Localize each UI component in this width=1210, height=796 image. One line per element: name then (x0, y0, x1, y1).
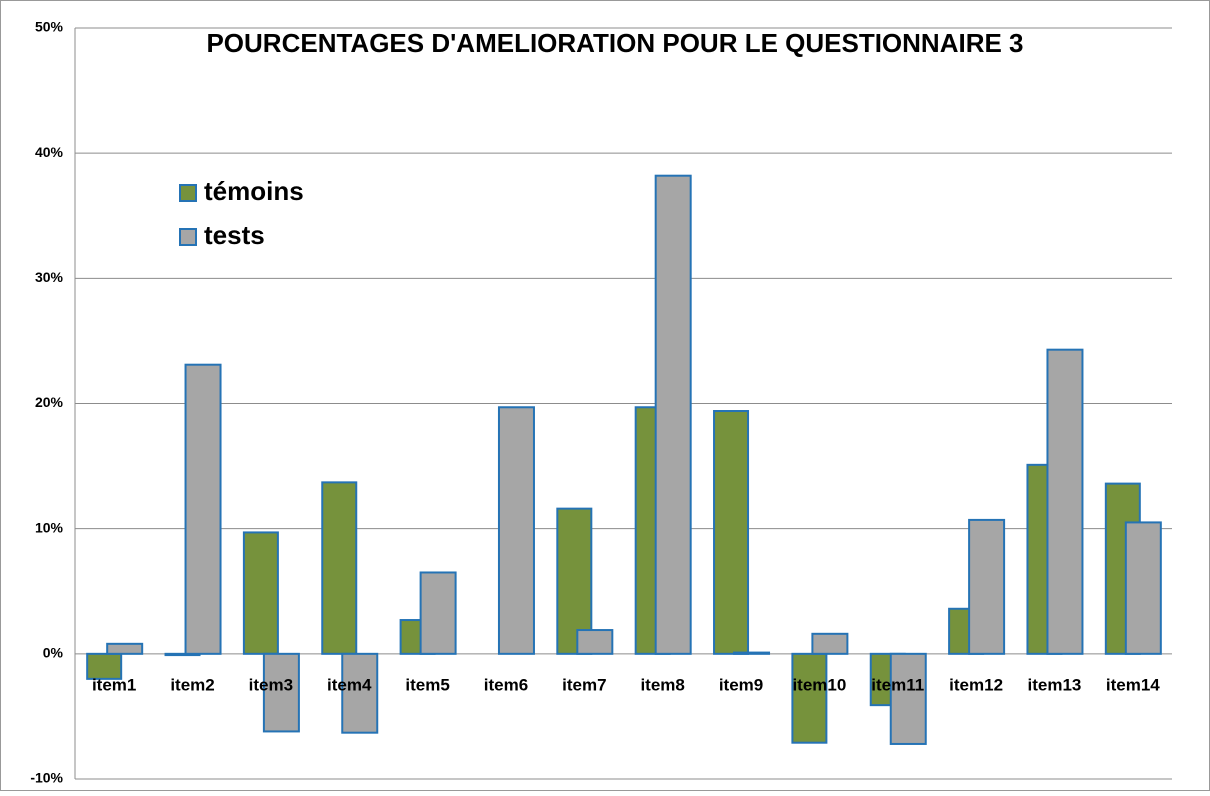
bar (497, 406, 535, 655)
bar (654, 174, 692, 655)
legend-label: tests (204, 220, 265, 250)
bar (262, 652, 300, 733)
y-tick-label: 40% (35, 144, 64, 160)
legend-swatch (179, 228, 197, 246)
bar (86, 652, 123, 680)
x-tick-label: item7 (562, 675, 606, 694)
x-tick-label: item8 (640, 675, 684, 694)
bar (889, 652, 927, 745)
x-tick-label: item14 (1106, 675, 1160, 694)
x-tick-label: item3 (249, 675, 293, 694)
chart-title: POURCENTAGES D'AMELIORATION POUR LE QUES… (206, 28, 1023, 58)
bar (242, 531, 279, 655)
x-tick-label: item4 (327, 675, 372, 694)
x-tick-label: item12 (949, 675, 1003, 694)
bar (576, 629, 614, 655)
y-tick-label: 10% (35, 519, 64, 535)
x-tick-label: item11 (871, 675, 924, 694)
y-tick-label: 50% (35, 19, 64, 35)
legend-swatch (179, 184, 197, 202)
bar (1046, 348, 1084, 655)
y-tick-label: -10% (30, 770, 63, 786)
y-tick-label: 20% (35, 394, 64, 410)
x-tick-label: item6 (484, 675, 528, 694)
x-tick-label: item10 (792, 675, 846, 694)
x-tick-label: item2 (170, 675, 214, 694)
bar (968, 518, 1006, 655)
bar (791, 652, 828, 744)
bar (1124, 521, 1162, 655)
x-tick-label: item9 (719, 675, 763, 694)
y-tick-label: 30% (35, 269, 64, 285)
bar (419, 571, 457, 655)
bar (321, 481, 358, 655)
bar (733, 651, 771, 655)
legend-label: témoins (204, 176, 304, 206)
y-tick-label: 0% (43, 645, 64, 661)
bar (713, 410, 750, 655)
bar (106, 642, 144, 655)
bar (341, 652, 379, 734)
bar (184, 363, 222, 655)
bar (811, 632, 849, 655)
x-tick-label: item13 (1028, 675, 1082, 694)
x-tick-label: item5 (405, 675, 449, 694)
x-tick-label: item1 (92, 675, 136, 694)
